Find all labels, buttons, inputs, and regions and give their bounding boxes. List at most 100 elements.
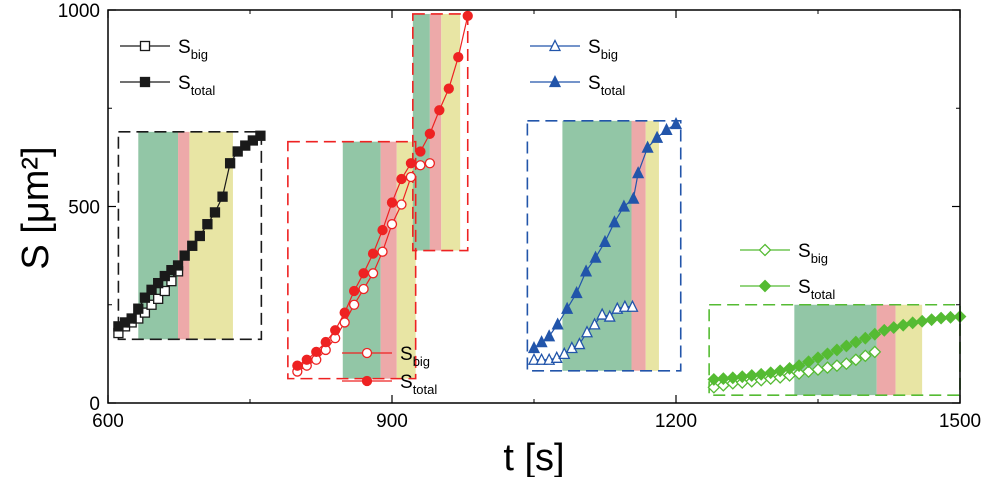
x-tick-label: 900	[376, 411, 408, 432]
data-point	[292, 360, 303, 371]
data-point	[580, 325, 594, 338]
legend-label: Stotal	[588, 73, 625, 98]
x-tick-label: 600	[92, 411, 124, 432]
legend-marker	[758, 243, 772, 257]
y-axis-title: S [μm²]	[15, 146, 57, 269]
data-point	[405, 158, 417, 169]
data-point	[386, 219, 398, 230]
data-point	[641, 140, 654, 153]
data-point	[396, 173, 407, 185]
data-point	[716, 372, 730, 386]
data-point	[735, 370, 749, 384]
data-point	[558, 346, 571, 360]
data-point	[773, 364, 787, 378]
shade-region-pink	[380, 141, 397, 379]
data-point	[802, 355, 815, 369]
data-point	[868, 327, 882, 341]
dashed-box	[412, 13, 469, 252]
legend-marker	[361, 375, 373, 387]
data-point	[386, 197, 398, 208]
dashed-box	[287, 140, 417, 380]
data-point	[596, 307, 609, 320]
data-point	[588, 317, 601, 330]
data-point	[367, 248, 379, 259]
data-point	[415, 146, 426, 157]
data-point	[603, 309, 616, 322]
data-point	[783, 361, 797, 375]
x-axis-title: t [s]	[503, 437, 564, 477]
data-point	[627, 191, 640, 204]
dashed-box	[117, 131, 263, 341]
data-point	[660, 122, 673, 136]
data-point	[139, 292, 151, 303]
data-point	[146, 284, 157, 295]
data-point	[551, 317, 564, 330]
shade-region-yellow	[645, 120, 659, 371]
legend-marker	[139, 76, 151, 88]
data-point	[830, 343, 844, 357]
data-point	[669, 117, 683, 130]
data-point	[849, 353, 863, 367]
data-point	[573, 337, 586, 350]
data-point	[868, 345, 882, 359]
legend-label: Stotal	[178, 73, 215, 98]
data-point	[126, 313, 137, 324]
data-point	[858, 349, 872, 363]
legend-marker	[548, 75, 562, 88]
data-point	[707, 373, 721, 386]
data-point	[632, 166, 645, 179]
data-point	[443, 83, 454, 94]
data-point	[821, 347, 834, 361]
data-point	[133, 303, 144, 314]
data-point	[367, 268, 379, 279]
data-point	[570, 286, 583, 299]
data-point	[626, 299, 639, 312]
data-point	[792, 359, 806, 373]
legend-marker	[361, 347, 373, 359]
data-point	[377, 224, 388, 236]
data-point	[339, 307, 350, 318]
legend-label: Sbig	[400, 344, 430, 369]
data-point	[153, 277, 164, 289]
legend-label: Sbig	[588, 37, 618, 62]
data-point	[944, 310, 957, 324]
data-point	[172, 260, 184, 271]
data-point	[209, 207, 221, 218]
data-point	[462, 10, 473, 22]
data-point	[726, 371, 740, 385]
data-point	[339, 317, 350, 328]
x-tick-label: 1200	[655, 411, 697, 432]
shade-region-yellow	[895, 304, 923, 396]
y-tick-label: 0	[89, 394, 100, 415]
data-point	[434, 105, 445, 116]
data-point	[839, 339, 853, 353]
data-point	[179, 250, 190, 261]
data-point	[159, 285, 170, 297]
data-point	[348, 285, 360, 297]
shade-region-pink	[876, 304, 896, 396]
data-point	[187, 240, 198, 251]
data-point	[320, 336, 331, 348]
data-point	[617, 199, 630, 212]
data-point	[598, 234, 612, 248]
data-point	[301, 354, 312, 365]
shade-region-pink	[429, 13, 442, 251]
shade-region-green	[138, 131, 179, 340]
data-point	[877, 323, 891, 337]
data-point	[348, 299, 360, 310]
data-point	[202, 219, 213, 230]
data-point	[224, 158, 236, 169]
data-point	[934, 311, 948, 325]
data-point	[194, 230, 205, 242]
data-point	[608, 215, 621, 228]
data-point	[217, 191, 228, 202]
data-point	[415, 160, 426, 171]
legend-marker	[548, 39, 562, 52]
legend-marker	[139, 40, 151, 52]
legend-label: Sbig	[798, 241, 828, 266]
data-point	[589, 250, 602, 263]
data-point	[527, 341, 541, 354]
data-point	[159, 270, 170, 282]
shade-region-yellow	[441, 13, 461, 251]
